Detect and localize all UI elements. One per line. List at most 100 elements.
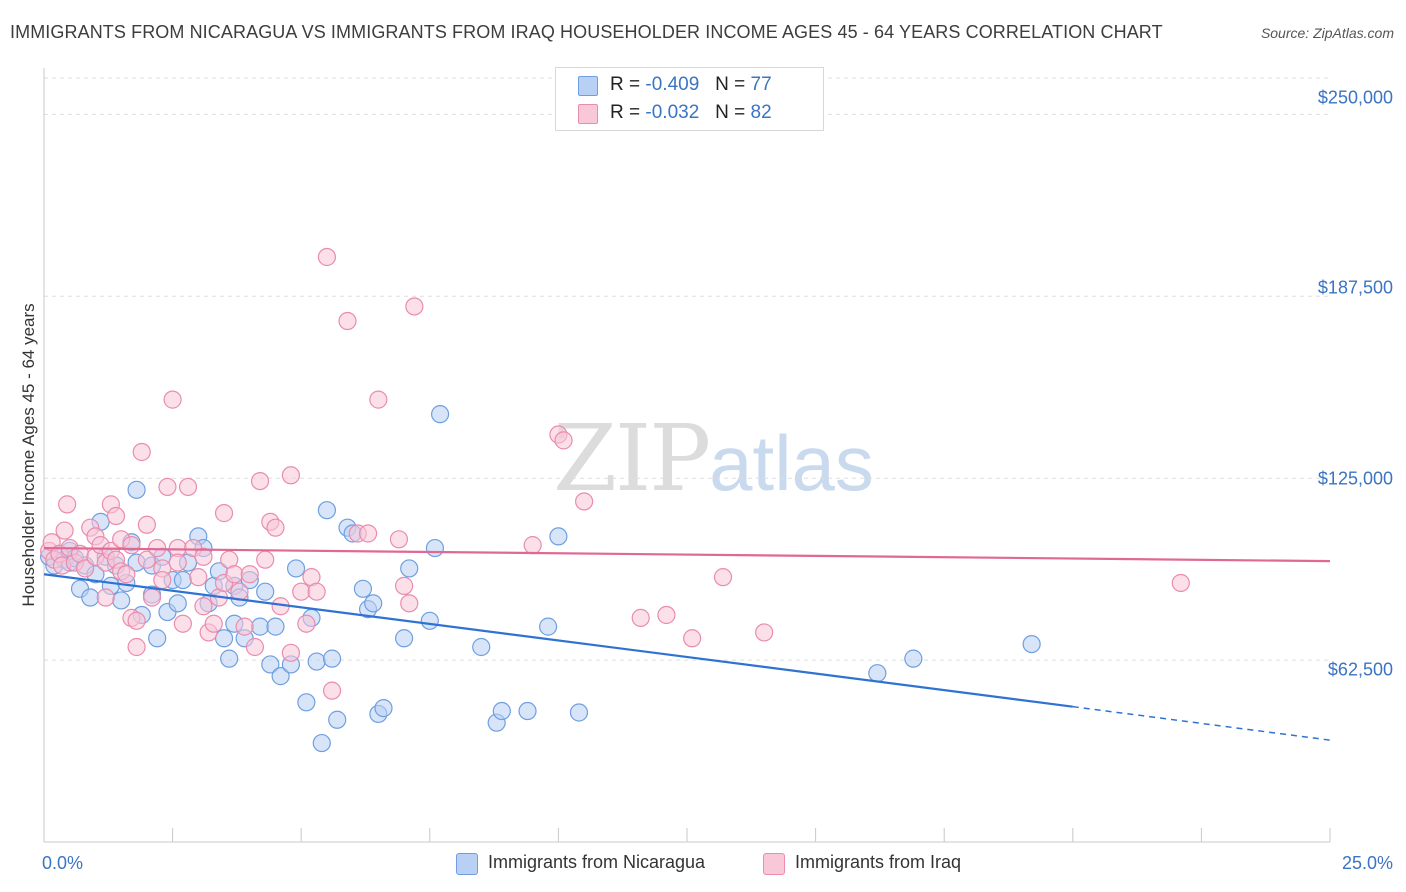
legend-n-label: N = [715, 74, 746, 95]
point-nicaragua [1022, 634, 1041, 654]
point-iraq [755, 623, 774, 642]
point-nicaragua [271, 667, 290, 686]
legend-swatch-blue [578, 76, 598, 96]
point-iraq [240, 565, 259, 584]
point-iraq [96, 588, 115, 607]
point-iraq [338, 311, 357, 331]
point-nicaragua [112, 591, 131, 610]
bottom-legend-label: Immigrants from Nicaragua [488, 852, 706, 872]
legend-r-label: R = [610, 74, 641, 95]
trend-line-iraq [43, 546, 1331, 563]
point-iraq [266, 518, 285, 537]
point-iraq [369, 390, 388, 409]
point-nicaragua [168, 594, 187, 613]
point-iraq [317, 247, 337, 267]
point-iraq [245, 637, 265, 657]
watermark-atlas: atlas [709, 419, 874, 507]
point-nicaragua [322, 649, 342, 668]
point-iraq [127, 637, 146, 657]
point-iraq [250, 472, 270, 491]
point-iraq [55, 521, 74, 540]
point-iraq [554, 431, 573, 450]
point-nicaragua [317, 501, 337, 520]
point-iraq [168, 553, 187, 572]
point-nicaragua [394, 629, 414, 648]
point-iraq [163, 390, 182, 409]
chart-title: IMMIGRANTS FROM NICARAGUA VS IMMIGRANTS … [10, 22, 1163, 42]
point-iraq [235, 617, 254, 636]
point-nicaragua [374, 699, 393, 718]
point-iraq [127, 611, 146, 630]
point-nicaragua [518, 701, 537, 721]
legend-swatch-pink [578, 104, 598, 124]
bottom-legend-swatch-pink [763, 853, 785, 875]
x-tick-label: 0.0% [42, 853, 84, 873]
legend: R = -0.409 N = 77 R = -0.032 N = 82 [555, 67, 824, 131]
point-iraq [173, 614, 192, 633]
legend-r-value: -0.032 [645, 102, 700, 123]
point-iraq [394, 576, 414, 595]
point-iraq [153, 570, 172, 590]
point-nicaragua [214, 629, 234, 648]
point-iraq [76, 559, 95, 578]
point-nicaragua [569, 703, 589, 722]
point-iraq [194, 597, 213, 616]
point-nicaragua [173, 570, 192, 590]
point-iraq [292, 582, 311, 601]
point-iraq [117, 565, 136, 584]
point-iraq [400, 594, 419, 613]
point-iraq [389, 530, 409, 549]
bottom-legend-label: Immigrants from Iraq [795, 852, 962, 872]
point-iraq [137, 550, 156, 569]
legend-r-value: -0.409 [645, 74, 700, 95]
point-iraq [683, 629, 702, 648]
point-nicaragua [328, 710, 347, 729]
source-label: Source: ZipAtlas.com [1260, 25, 1394, 41]
point-nicaragua [430, 405, 450, 424]
y-tick-label: $62,500 [1327, 659, 1393, 680]
point-iraq [358, 524, 378, 543]
point-iraq [189, 568, 208, 587]
point-nicaragua [425, 538, 445, 558]
point-iraq [322, 681, 342, 700]
point-nicaragua [261, 655, 280, 674]
point-iraq [58, 495, 77, 514]
point-nicaragua [868, 664, 887, 683]
point-iraq [1171, 573, 1190, 593]
point-nicaragua [312, 733, 331, 753]
point-iraq [194, 547, 213, 566]
point-iraq [713, 568, 733, 587]
trend-line-nicaragua-extension [1072, 705, 1331, 741]
point-nicaragua [353, 579, 373, 598]
point-iraq [106, 506, 126, 526]
point-nicaragua [256, 582, 275, 601]
point-iraq [204, 614, 223, 633]
legend-r-label: R = [610, 102, 641, 123]
y-tick-label: $125,000 [1317, 468, 1393, 489]
y-tick-label: $250,000 [1317, 87, 1393, 108]
legend-n-value: 82 [750, 102, 772, 123]
point-iraq [281, 466, 301, 485]
point-nicaragua [307, 652, 326, 671]
point-nicaragua [127, 480, 146, 499]
point-nicaragua [904, 649, 923, 668]
point-nicaragua [549, 527, 568, 546]
x-tick-label: 25.0% [1341, 853, 1393, 873]
point-nicaragua [400, 559, 419, 578]
point-nicaragua [266, 617, 285, 636]
point-iraq [225, 565, 244, 584]
point-nicaragua [220, 649, 239, 668]
point-nicaragua [420, 611, 439, 630]
point-iraq [158, 477, 177, 497]
point-nicaragua [364, 594, 383, 613]
point-iraq [256, 550, 275, 569]
y-axis-label: Householder Income Ages 45 - 64 years [19, 303, 38, 607]
point-nicaragua [81, 588, 100, 607]
point-nicaragua [286, 559, 306, 578]
point-nicaragua [250, 617, 270, 636]
point-iraq [297, 614, 316, 633]
legend-n-label: N = [715, 102, 746, 123]
point-iraq [122, 536, 141, 555]
point-iraq [523, 536, 542, 555]
